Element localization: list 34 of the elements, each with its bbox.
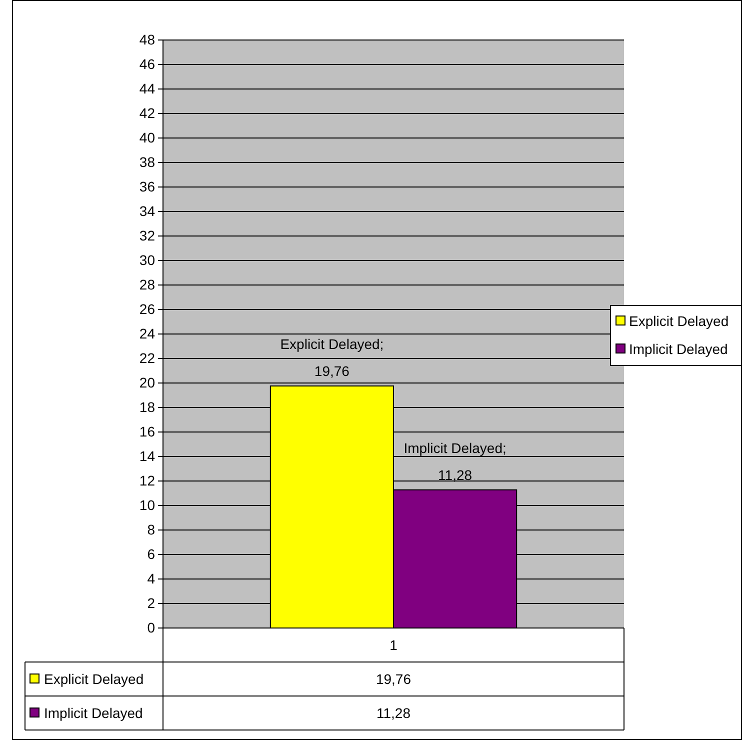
y-tick-label: 0 — [147, 619, 156, 636]
y-tick-label: 10 — [139, 496, 156, 513]
text: Implicit Delayed — [44, 705, 143, 721]
y-tick-label: 6 — [147, 546, 156, 562]
y-tick-label: 46 — [139, 56, 156, 72]
x-tick-label: 1 — [390, 637, 398, 653]
y-tick-label: 30 — [139, 252, 156, 268]
text: 19,76 — [376, 671, 412, 687]
text: 11,28 — [376, 705, 411, 721]
y-tick-label: 48 — [139, 31, 156, 48]
text: Explicit Delayed — [629, 313, 729, 329]
y-tick-label: 2 — [147, 594, 156, 611]
y-tick-label: 22 — [139, 350, 156, 366]
y-tick-label: 28 — [139, 276, 156, 292]
y-tick-label: 20 — [139, 374, 156, 390]
data-label: Explicit Delayed; 19,76 — [280, 336, 384, 379]
y-tick-label: 36 — [139, 178, 156, 194]
y-tick-label: 32 — [139, 227, 156, 244]
legend-label: Explicit Delayed — [44, 671, 144, 687]
y-tick-label: 38 — [139, 154, 156, 170]
y-tick-label: 18 — [139, 398, 156, 415]
y-tick-label: 24 — [139, 325, 156, 342]
y-tick-label: 34 — [139, 202, 156, 219]
y-tick-label: 44 — [139, 80, 156, 96]
legend-label: Implicit Delayed — [629, 341, 728, 357]
y-tick-label: 26 — [139, 300, 156, 317]
y-tick-label: 4 — [147, 570, 156, 586]
y-tick-label: 42 — [139, 104, 156, 121]
y-tick-label: 16 — [139, 423, 156, 440]
y-tick-label: 12 — [139, 472, 156, 488]
y-tick-label: 40 — [139, 129, 156, 146]
y-tick-label: 8 — [147, 521, 156, 538]
y-tick-label: 14 — [139, 448, 156, 464]
data-label: Implicit Delayed; 11,28 — [404, 440, 506, 483]
